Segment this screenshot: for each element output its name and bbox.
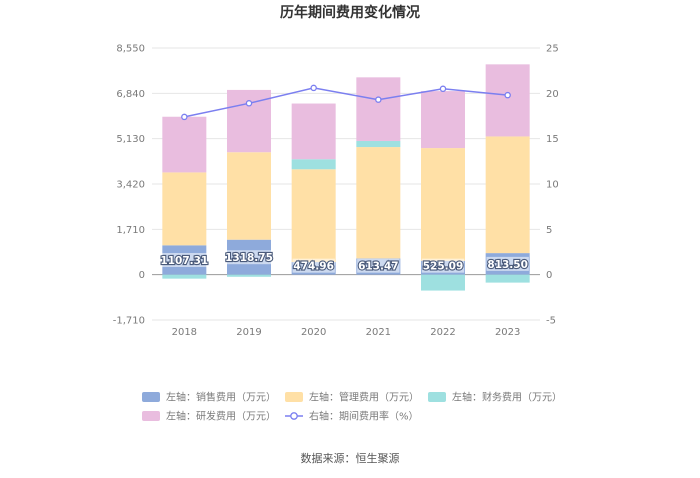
rate-line-path	[184, 87, 508, 118]
bar-label-bg	[292, 258, 335, 273]
legend-swatch	[142, 411, 160, 421]
legend-swatch	[285, 392, 303, 402]
bar-label-bg	[224, 250, 274, 265]
left-axis: -1,710 0 1,710 3,420 5,130 6,840 8,550	[113, 44, 145, 327]
right-tick-label: 25	[546, 44, 559, 55]
legend-label: 左轴：研发费用（万元）	[166, 410, 276, 423]
left-tick-label: -1,710	[113, 316, 145, 327]
bar-segment	[291, 103, 336, 160]
rate-point	[245, 100, 253, 107]
bar-segment	[485, 136, 530, 254]
rate-point	[439, 85, 447, 93]
bar-segment	[421, 274, 465, 291]
bar-data-label: 1318.75	[225, 252, 273, 264]
grid	[152, 47, 540, 321]
right-tick-label: 10	[546, 180, 559, 191]
x-tick-label: 2022	[430, 327, 455, 338]
rate-point	[181, 113, 188, 121]
bar-label-bg	[486, 256, 529, 271]
bars: 1107.31 1318.75 474.96 613.47 525.09 813.50	[159, 64, 530, 291]
legend-label: 左轴：销售费用（万元）	[166, 391, 276, 404]
rate-point	[504, 91, 511, 99]
right-tick-label: -5	[546, 316, 556, 327]
right-axis: -5 0 5 10 15 20 25	[546, 44, 559, 327]
x-tick-label: 2021	[366, 327, 391, 338]
rate-point	[375, 96, 382, 103]
legend-label: 左轴：管理费用（万元）	[309, 391, 419, 404]
bar-segment	[421, 148, 465, 261]
left-tick-label: 0	[139, 270, 145, 281]
bar-segment	[291, 169, 336, 263]
left-tick-label: 8,550	[116, 44, 145, 55]
bar-segment	[162, 116, 207, 173]
bar-segment	[227, 152, 271, 240]
x-tick-label: 2020	[301, 327, 326, 338]
legend: 左轴：销售费用（万元） 左轴：管理费用（万元） 左轴：财务费用（万元） 左轴：研发费用…	[142, 391, 562, 423]
x-axis: 2018 2019 2020 2021 2022 2023	[172, 327, 521, 338]
left-tick-label: 6,840	[116, 89, 145, 100]
bar-data-label: 474.96	[293, 261, 334, 273]
bar-segment	[162, 172, 207, 246]
bar-segment	[356, 147, 401, 259]
right-tick-label: 5	[546, 225, 552, 236]
rate-line	[181, 84, 511, 121]
bar-label-bg	[159, 252, 209, 267]
legend-swatch	[428, 392, 446, 402]
left-tick-label: 5,130	[116, 134, 145, 145]
legend-label: 左轴：财务费用（万元）	[452, 391, 562, 404]
bar-segment	[421, 91, 465, 149]
x-tick-label: 2019	[236, 327, 261, 338]
bar-segment	[485, 64, 530, 137]
legend-label: 右轴：期间费用率（%）	[309, 410, 419, 423]
bar-data-label: 525.09	[423, 261, 464, 273]
right-tick-label: 20	[546, 89, 559, 100]
bar-data-label: 613.47	[358, 261, 399, 273]
right-tick-label: 15	[546, 134, 559, 145]
legend-swatch	[142, 392, 160, 402]
rate-point	[310, 84, 317, 92]
bar-segment	[356, 77, 401, 141]
bar-label-bg	[357, 258, 400, 273]
bar-segment	[162, 274, 207, 279]
bar-segment	[291, 159, 336, 170]
bar-data-label: 813.50	[487, 259, 528, 271]
legend-line-marker	[290, 412, 298, 420]
left-tick-label: 1,710	[116, 225, 145, 236]
x-tick-label: 2018	[172, 327, 197, 338]
chart-title: 历年期间费用变化情况	[280, 4, 420, 21]
right-tick-label: 0	[546, 270, 552, 281]
bar-label-bg	[421, 258, 465, 273]
bar-segment	[227, 274, 271, 277]
bar-segment	[356, 140, 401, 148]
bar-segment	[485, 274, 530, 283]
left-tick-label: 3,420	[116, 180, 145, 191]
source-note: 数据来源：恒生聚源	[301, 451, 400, 465]
x-tick-label: 2023	[495, 327, 520, 338]
bar-data-label: 1107.31	[160, 255, 208, 267]
